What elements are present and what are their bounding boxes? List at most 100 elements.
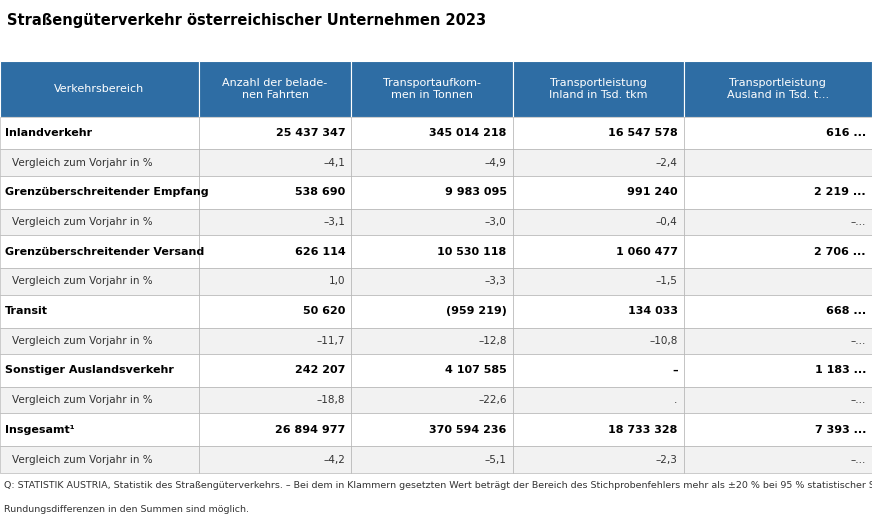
Bar <box>0 413 199 446</box>
Bar <box>684 209 872 235</box>
Text: –4,1: –4,1 <box>324 158 345 167</box>
Text: –4,9: –4,9 <box>485 158 507 167</box>
Text: Rundungsdifferenzen in den Summen sind möglich.: Rundungsdifferenzen in den Summen sind m… <box>4 505 249 514</box>
Bar <box>513 446 684 473</box>
Text: Transportaufkom-
men in Tonnen: Transportaufkom- men in Tonnen <box>383 78 481 100</box>
Text: Anzahl der belade-
nen Fahrten: Anzahl der belade- nen Fahrten <box>222 78 328 100</box>
Bar <box>199 117 351 149</box>
Text: 2 219 ...: 2 219 ... <box>814 188 866 197</box>
Text: 50 620: 50 620 <box>303 306 345 316</box>
Text: Grenzüberschreitender Versand: Grenzüberschreitender Versand <box>5 247 204 257</box>
Bar <box>684 295 872 328</box>
Text: 1,0: 1,0 <box>329 277 345 286</box>
Text: Sonstiger Auslandsverkehr: Sonstiger Auslandsverkehr <box>5 366 174 375</box>
Bar <box>0 209 199 235</box>
Bar <box>684 413 872 446</box>
Bar <box>513 268 684 295</box>
Text: 345 014 218: 345 014 218 <box>429 128 507 138</box>
Text: Transportleistung
Inland in Tsd. tkm: Transportleistung Inland in Tsd. tkm <box>549 78 647 100</box>
Bar <box>199 387 351 413</box>
Text: 626 114: 626 114 <box>295 247 345 257</box>
Text: –3,1: –3,1 <box>324 217 345 227</box>
Text: Vergleich zum Vorjahr in %: Vergleich zum Vorjahr in % <box>12 277 153 286</box>
Text: –3,3: –3,3 <box>485 277 507 286</box>
Bar <box>199 235 351 268</box>
Text: 1 183 ...: 1 183 ... <box>814 366 866 375</box>
Bar <box>684 328 872 354</box>
Text: –2,3: –2,3 <box>656 455 678 464</box>
Bar <box>199 176 351 209</box>
Bar <box>351 446 513 473</box>
Text: 538 690: 538 690 <box>295 188 345 197</box>
Text: –4,2: –4,2 <box>324 455 345 464</box>
Bar <box>513 176 684 209</box>
Bar <box>351 176 513 209</box>
Bar <box>199 149 351 176</box>
Text: 26 894 977: 26 894 977 <box>275 425 345 435</box>
Text: 2 706 ...: 2 706 ... <box>814 247 866 257</box>
Bar <box>199 328 351 354</box>
Text: 7 393 ...: 7 393 ... <box>814 425 866 435</box>
Bar <box>199 268 351 295</box>
Text: –10,8: –10,8 <box>649 336 678 346</box>
Bar <box>199 295 351 328</box>
Text: –...: –... <box>850 395 866 405</box>
Text: –0,4: –0,4 <box>656 217 678 227</box>
Bar <box>0 446 199 473</box>
Text: Q: STATISTIK AUSTRIA, Statistik des Straßengüterverkehrs. – Bei dem in Klammern : Q: STATISTIK AUSTRIA, Statistik des Stra… <box>4 481 872 490</box>
Bar <box>684 176 872 209</box>
Text: Inlandverkehr: Inlandverkehr <box>5 128 92 138</box>
Bar <box>351 387 513 413</box>
Text: 242 207: 242 207 <box>295 366 345 375</box>
Text: 134 033: 134 033 <box>628 306 678 316</box>
Bar <box>513 117 684 149</box>
Bar <box>351 235 513 268</box>
Bar <box>0 387 199 413</box>
Bar <box>351 413 513 446</box>
Bar <box>199 61 351 117</box>
Bar <box>351 117 513 149</box>
Text: 16 547 578: 16 547 578 <box>608 128 678 138</box>
Bar <box>351 354 513 387</box>
Bar <box>199 413 351 446</box>
Bar <box>513 328 684 354</box>
Bar <box>199 446 351 473</box>
Bar <box>351 295 513 328</box>
Bar <box>684 61 872 117</box>
Bar <box>0 61 199 117</box>
Text: Vergleich zum Vorjahr in %: Vergleich zum Vorjahr in % <box>12 336 153 346</box>
Bar <box>351 61 513 117</box>
Text: .: . <box>674 395 678 405</box>
Text: Transit: Transit <box>5 306 48 316</box>
Text: –3,0: –3,0 <box>485 217 507 227</box>
Text: 9 983 095: 9 983 095 <box>445 188 507 197</box>
Bar <box>684 268 872 295</box>
Bar <box>513 149 684 176</box>
Bar <box>0 268 199 295</box>
Bar <box>513 354 684 387</box>
Text: Straßengüterverkehr österreichischer Unternehmen 2023: Straßengüterverkehr österreichischer Unt… <box>7 13 486 28</box>
Bar <box>513 387 684 413</box>
Bar <box>513 235 684 268</box>
Text: 668 ...: 668 ... <box>826 306 866 316</box>
Bar <box>0 328 199 354</box>
Bar <box>199 354 351 387</box>
Text: –: – <box>672 366 678 375</box>
Text: 991 240: 991 240 <box>627 188 678 197</box>
Bar <box>513 209 684 235</box>
Text: –...: –... <box>850 217 866 227</box>
Text: –11,7: –11,7 <box>317 336 345 346</box>
Bar <box>513 61 684 117</box>
Text: –22,6: –22,6 <box>478 395 507 405</box>
Bar <box>0 235 199 268</box>
Text: 18 733 328: 18 733 328 <box>608 425 678 435</box>
Text: Transportleistung
Ausland in Tsd. t...: Transportleistung Ausland in Tsd. t... <box>726 78 829 100</box>
Bar <box>0 149 199 176</box>
Bar <box>684 149 872 176</box>
Bar <box>684 446 872 473</box>
Text: Vergleich zum Vorjahr in %: Vergleich zum Vorjahr in % <box>12 158 153 167</box>
Bar <box>513 295 684 328</box>
Bar <box>351 209 513 235</box>
Bar <box>0 117 199 149</box>
Text: 1 060 477: 1 060 477 <box>616 247 678 257</box>
